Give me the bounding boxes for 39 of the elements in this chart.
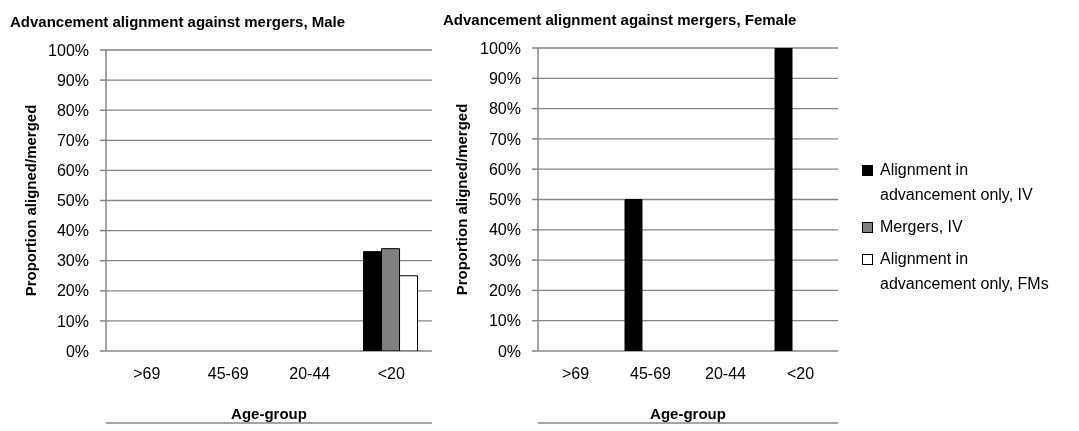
- y-tick-label: 80%: [488, 100, 521, 118]
- y-tick-label: 20%: [56, 282, 89, 300]
- x-tick-label: 20-44: [705, 365, 747, 383]
- y-tick-label: 40%: [488, 221, 521, 239]
- x-tick-label: <20: [786, 365, 815, 383]
- y-tick-label: 40%: [56, 222, 89, 240]
- y-axis-title: Proportion aligned/merged: [452, 103, 470, 296]
- y-tick-label: 70%: [488, 130, 521, 148]
- y-tick-label: 90%: [56, 71, 89, 89]
- legend-label: Mergers, IV: [880, 217, 963, 237]
- y-tick-label: 50%: [488, 191, 521, 209]
- y-tick-label: 30%: [56, 252, 89, 270]
- x-tick-label: <20: [377, 365, 405, 383]
- x-tick-label: 45-69: [630, 365, 672, 383]
- legend-label: Alignment in advancement only, IV: [880, 160, 1034, 205]
- x-tick-label: 20-44: [289, 365, 331, 383]
- x-tick-label: >69: [561, 365, 590, 383]
- legend-label: Alignment in advancement only, FMs: [880, 249, 1050, 294]
- chart-title: Advancement alignment against mergers, Female: [443, 11, 797, 28]
- y-tick-label: 10%: [56, 312, 89, 330]
- x-tick-label: >69: [133, 365, 161, 383]
- y-tick-label: 100%: [480, 39, 521, 57]
- y-tick-label: 70%: [56, 131, 89, 149]
- y-tick-label: 0%: [65, 342, 89, 360]
- y-tick-label: 90%: [488, 69, 521, 87]
- y-tick-label: 10%: [488, 312, 521, 330]
- y-tick-label: 50%: [56, 192, 89, 210]
- y-tick-label: 20%: [488, 282, 521, 300]
- y-tick-label: 100%: [48, 41, 89, 59]
- y-tick-label: 60%: [488, 160, 521, 178]
- y-tick-label: 60%: [56, 162, 89, 180]
- x-axis-title: Age-group: [231, 405, 307, 422]
- x-tick-label: 45-69: [207, 365, 249, 383]
- y-axis-title: Proportion aligned/merged: [21, 104, 39, 297]
- x-axis-title: Age-group: [650, 405, 726, 422]
- y-tick-label: 30%: [488, 251, 521, 269]
- y-tick-label: 0%: [497, 342, 521, 360]
- chart-title: Advancement alignment against mergers, Male: [10, 13, 346, 30]
- y-tick-label: 80%: [56, 101, 89, 119]
